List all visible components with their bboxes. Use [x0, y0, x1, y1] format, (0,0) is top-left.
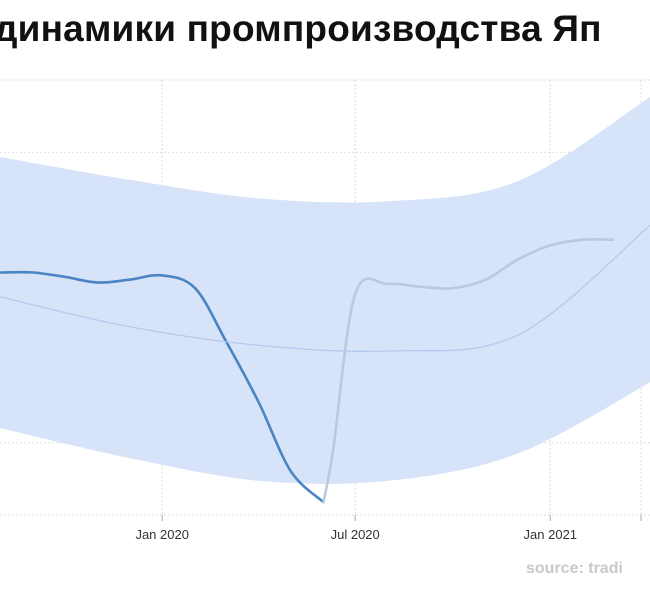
forecast-line: [322, 238, 615, 504]
confidence-band-layer: [0, 97, 650, 484]
confidence-band: [0, 97, 650, 484]
trend-line: [0, 224, 650, 353]
source-note: source: tradi: [526, 560, 623, 577]
actual-line: [0, 270, 325, 504]
x-axis-layer: Jan 2020 Jul 2020 Jan 2021: [135, 515, 642, 542]
x-tick-label: Jan 2021: [524, 527, 578, 542]
chart-title: динамики промпроизводства Яп: [0, 8, 602, 49]
x-tick-label: Jan 2020: [135, 527, 189, 542]
series-layer: [0, 224, 650, 504]
x-tick-label: Jul 2020: [331, 527, 380, 542]
